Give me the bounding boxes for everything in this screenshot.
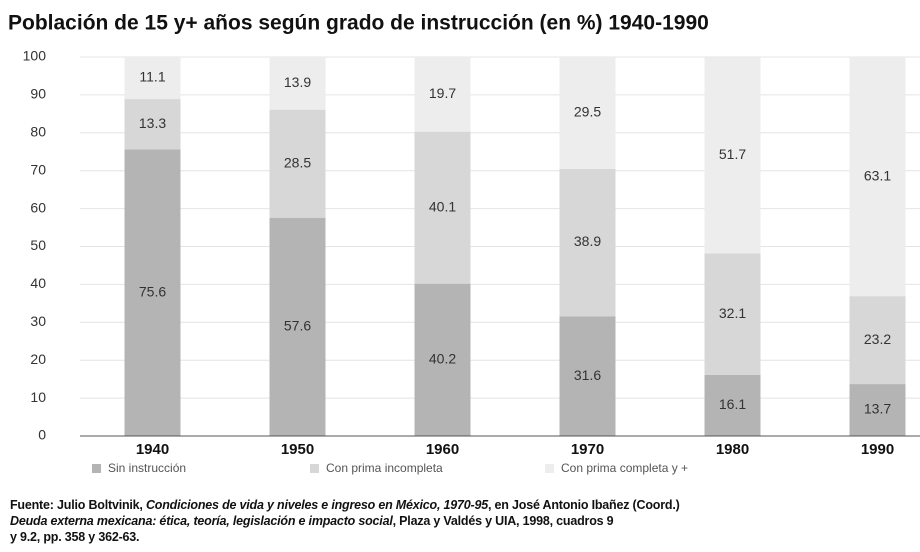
y-tick-label: 50 <box>30 237 46 253</box>
bar-segment <box>559 57 616 169</box>
x-tick-label: 1980 <box>716 441 749 458</box>
data-label: 40.2 <box>429 351 456 367</box>
legend-label: Sin instrucción <box>108 461 186 475</box>
y-tick-label: 40 <box>30 275 46 291</box>
data-label: 28.5 <box>284 154 311 170</box>
data-label: 57.6 <box>284 318 311 334</box>
source-text: , Plaza y Valdés y UIA, 1998, cuadros 9 <box>392 514 614 528</box>
y-tick-label: 10 <box>30 389 46 405</box>
y-tick-label: 100 <box>23 48 47 64</box>
data-label: 13.9 <box>284 74 311 90</box>
bar-segment <box>704 374 761 436</box>
bar-segment <box>269 217 326 436</box>
bar-segment <box>124 57 181 100</box>
source-text: Fuente: Julio Boltvinik, <box>10 498 146 512</box>
data-label: 32.1 <box>719 305 746 321</box>
data-label: 40.1 <box>429 198 456 214</box>
bar-segment <box>704 57 761 254</box>
data-label: 19.7 <box>429 85 456 101</box>
source-text: Deuda externa mexicana: ética, teoría, l… <box>10 514 393 528</box>
bar-segment <box>269 57 326 110</box>
data-label: 31.6 <box>574 367 601 383</box>
bar-segment <box>559 168 616 317</box>
legend-label: Con prima completa y + <box>561 461 688 475</box>
y-tick-label: 80 <box>30 124 46 140</box>
data-label: 63.1 <box>864 167 891 183</box>
x-tick-label: 1970 <box>571 441 604 458</box>
bar-segment <box>414 131 471 284</box>
bar-segment <box>414 283 471 436</box>
bar-segment <box>269 109 326 218</box>
legend-label: Con prima incompleta <box>326 461 443 475</box>
x-tick-label: 1940 <box>136 441 169 458</box>
legend-swatch <box>545 464 554 473</box>
bar-segment <box>559 316 616 436</box>
chart-title: Población de 15 y+ años según grado de i… <box>8 12 709 35</box>
source-text: Condiciones de vida y niveles e ingreso … <box>145 498 488 512</box>
legend-swatch <box>310 464 319 473</box>
data-label: 51.7 <box>719 146 746 162</box>
legend-swatch <box>92 464 101 473</box>
data-label: 29.5 <box>574 104 601 120</box>
source-note: Fuente: Julio Boltvinik, Condiciones de … <box>10 497 915 545</box>
data-label: 75.6 <box>139 283 166 299</box>
source-text: y 9.2, pp. 358 y 362-63. <box>10 530 140 544</box>
bar-segment <box>849 384 906 436</box>
bar-segment <box>124 99 181 150</box>
data-label: 11.1 <box>139 69 165 85</box>
data-label: 23.2 <box>864 331 891 347</box>
x-tick-label: 1950 <box>281 441 314 458</box>
bar-segment <box>124 149 181 436</box>
data-label: 13.7 <box>864 401 891 417</box>
source-line: y 9.2, pp. 358 y 362-63. <box>10 529 915 545</box>
source-text: , en José Antonio Ibañez (Coord.) <box>488 498 680 512</box>
x-tick-label: 1990 <box>861 441 894 458</box>
chart: Población de 15 y+ años según grado de i… <box>8 12 920 475</box>
y-tick-label: 0 <box>38 427 46 443</box>
data-label: 38.9 <box>574 233 601 249</box>
bar-segment <box>414 57 471 132</box>
bar-segment <box>849 57 906 297</box>
data-label: 13.3 <box>139 115 166 131</box>
y-tick-label: 30 <box>30 313 46 329</box>
y-tick-label: 60 <box>30 199 46 215</box>
y-tick-label: 90 <box>30 86 46 102</box>
bar-segment <box>849 296 906 385</box>
y-tick-label: 20 <box>30 351 46 367</box>
x-tick-label: 1960 <box>426 441 459 458</box>
y-tick-label: 70 <box>30 161 46 177</box>
source-line: Fuente: Julio Boltvinik, Condiciones de … <box>10 497 915 513</box>
data-label: 16.1 <box>719 396 746 412</box>
bar-segment <box>704 253 761 375</box>
source-line: Deuda externa mexicana: ética, teoría, l… <box>10 513 915 529</box>
